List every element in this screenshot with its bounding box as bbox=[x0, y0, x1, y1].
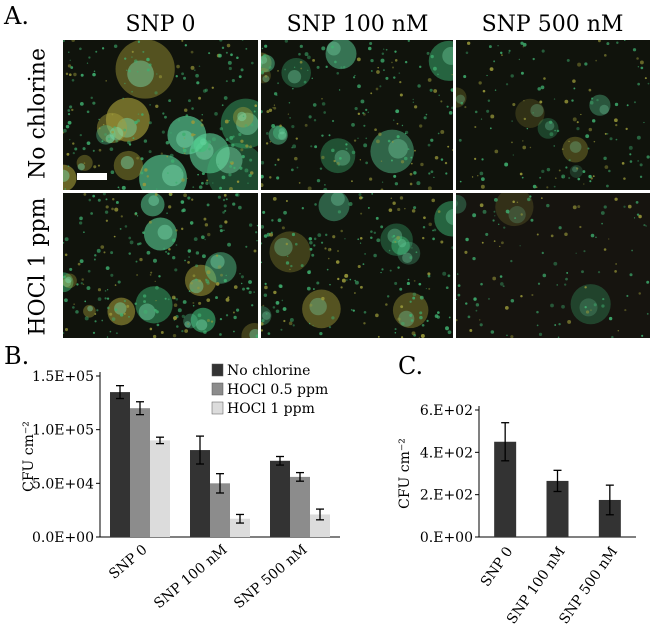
micrograph-no-chlorine-snp100 bbox=[261, 40, 453, 190]
y-axis-label: CFU cm⁻² bbox=[397, 438, 413, 509]
bar bbox=[150, 440, 170, 537]
legend-label: No chlorine bbox=[227, 363, 310, 379]
micrograph-no-chlorine-snp0 bbox=[63, 40, 258, 190]
y-tick-label: 5.0E+04 bbox=[32, 476, 94, 492]
bar bbox=[494, 441, 517, 537]
legend-swatch bbox=[211, 382, 224, 396]
row-header-no-chlorine: No chlorine bbox=[25, 48, 51, 180]
x-tick-label: SNP 0 bbox=[106, 542, 150, 583]
y-tick-label: 4.E+02 bbox=[420, 445, 473, 461]
panel-c-label: C. bbox=[398, 352, 424, 380]
bar bbox=[210, 483, 230, 537]
y-axis-label: CFU cm⁻² bbox=[21, 421, 37, 492]
y-tick-label: 1.0E+05 bbox=[32, 423, 94, 439]
panel-a-label: A. bbox=[4, 2, 29, 30]
column-header-snp500: SNP 500 nM bbox=[481, 12, 624, 37]
scale-bar bbox=[77, 173, 107, 180]
bar bbox=[270, 460, 290, 537]
bar bbox=[290, 476, 310, 537]
bar bbox=[190, 450, 210, 537]
x-tick-label: SNP 100 nM bbox=[151, 542, 230, 612]
y-tick-label: 6.E+02 bbox=[420, 403, 473, 419]
micrograph-hocl-snp0 bbox=[63, 193, 258, 338]
bar-chart-b: 0.0E+00 5.0E+04 1.0E+05 1.5E+05 CFU cm⁻² SNP … bbox=[21, 363, 340, 612]
micrograph-hocl-snp500 bbox=[456, 193, 650, 338]
panel-b-label: B. bbox=[4, 342, 30, 370]
bar bbox=[110, 392, 130, 537]
bar bbox=[598, 499, 621, 537]
x-tick-label: SNP 500 nM bbox=[231, 542, 310, 612]
legend-label: HOCl 1 ppm bbox=[227, 401, 315, 417]
bar bbox=[310, 514, 330, 537]
legend-swatch bbox=[211, 401, 224, 415]
micrograph-hocl-snp100 bbox=[261, 193, 453, 338]
micrograph-no-chlorine-snp500 bbox=[456, 40, 650, 190]
legend-swatch bbox=[211, 363, 224, 377]
bar bbox=[546, 480, 569, 537]
bar bbox=[230, 518, 250, 537]
column-header-snp0: SNP 0 bbox=[125, 12, 196, 37]
y-tick-label: 0.E+00 bbox=[420, 530, 473, 546]
column-header-snp100: SNP 100 nM bbox=[286, 12, 429, 37]
legend-label: HOCl 0.5 ppm bbox=[227, 382, 328, 398]
row-header-hocl: HOCl 1 ppm bbox=[25, 197, 51, 336]
y-tick-label: 2.E+02 bbox=[420, 488, 473, 504]
y-tick-label: 0.0E+00 bbox=[32, 530, 94, 546]
bar bbox=[130, 408, 150, 537]
y-tick-label: 1.5E+05 bbox=[32, 369, 94, 385]
x-tick-label: SNP 0 bbox=[478, 544, 517, 590]
